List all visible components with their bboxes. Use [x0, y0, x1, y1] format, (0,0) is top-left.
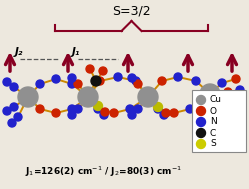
Circle shape: [218, 100, 226, 108]
Circle shape: [126, 105, 134, 113]
Circle shape: [68, 80, 76, 88]
Circle shape: [10, 83, 18, 91]
Circle shape: [186, 105, 194, 113]
Circle shape: [192, 77, 200, 85]
Text: C: C: [210, 129, 216, 138]
Circle shape: [3, 78, 11, 86]
Circle shape: [94, 101, 103, 111]
Circle shape: [100, 111, 108, 119]
Circle shape: [128, 111, 136, 119]
Circle shape: [18, 87, 38, 107]
Circle shape: [36, 80, 44, 88]
Circle shape: [138, 87, 158, 107]
Circle shape: [158, 77, 166, 85]
Circle shape: [99, 67, 107, 75]
Circle shape: [110, 109, 118, 117]
Circle shape: [232, 105, 240, 113]
Circle shape: [128, 74, 136, 82]
Circle shape: [160, 111, 168, 119]
Circle shape: [86, 65, 94, 73]
Circle shape: [234, 109, 242, 117]
Text: S: S: [210, 139, 216, 149]
Circle shape: [196, 118, 205, 126]
Circle shape: [91, 76, 101, 86]
Circle shape: [74, 105, 82, 113]
Circle shape: [220, 105, 228, 113]
Text: Cu: Cu: [210, 95, 222, 105]
Circle shape: [132, 77, 140, 85]
Circle shape: [174, 73, 182, 81]
Circle shape: [114, 73, 122, 81]
Circle shape: [68, 111, 76, 119]
Circle shape: [10, 103, 18, 111]
Circle shape: [196, 106, 205, 115]
Circle shape: [196, 95, 205, 105]
Circle shape: [134, 105, 142, 113]
Circle shape: [224, 88, 232, 96]
Circle shape: [162, 109, 170, 117]
Circle shape: [74, 80, 82, 88]
Circle shape: [134, 80, 142, 88]
Circle shape: [196, 129, 205, 138]
FancyBboxPatch shape: [192, 90, 246, 152]
Circle shape: [36, 105, 44, 113]
Circle shape: [200, 84, 220, 104]
Text: J$_1$=126(2) cm$^{-1}$ / J$_2$=80(3) cm$^{-1}$: J$_1$=126(2) cm$^{-1}$ / J$_2$=80(3) cm$…: [24, 165, 182, 179]
Circle shape: [8, 119, 16, 127]
Circle shape: [68, 74, 76, 82]
Text: S=3/2: S=3/2: [112, 5, 151, 18]
Text: O: O: [210, 106, 217, 115]
Circle shape: [52, 109, 60, 117]
Circle shape: [232, 75, 240, 83]
Circle shape: [218, 79, 226, 87]
Circle shape: [96, 77, 104, 85]
Circle shape: [68, 105, 76, 113]
Circle shape: [170, 109, 178, 117]
Circle shape: [94, 105, 102, 113]
Text: J₁: J₁: [72, 47, 80, 57]
Circle shape: [52, 75, 60, 83]
Text: N: N: [210, 118, 217, 126]
Circle shape: [154, 105, 162, 113]
Circle shape: [153, 102, 163, 112]
Circle shape: [3, 107, 11, 115]
Circle shape: [101, 108, 109, 116]
Circle shape: [78, 87, 98, 107]
Circle shape: [236, 86, 244, 94]
Circle shape: [14, 113, 22, 121]
Circle shape: [196, 139, 205, 149]
Text: J₂: J₂: [15, 47, 23, 57]
